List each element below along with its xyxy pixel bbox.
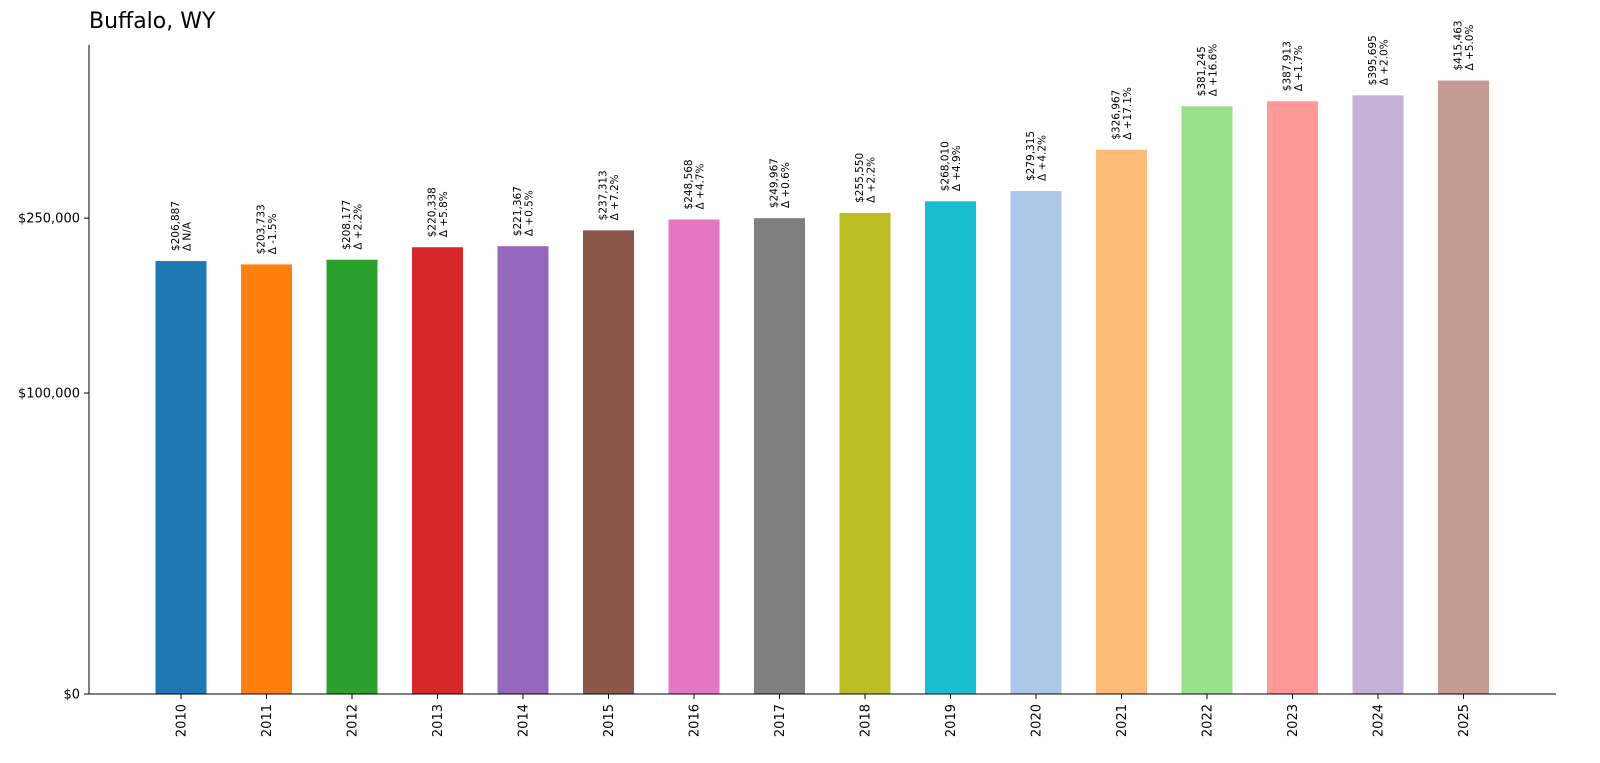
chart-title: Buffalo, WY bbox=[89, 9, 216, 34]
bar-value-label: $208,177 bbox=[341, 200, 353, 250]
bar-value-label: $203,733 bbox=[256, 204, 268, 254]
bar-change-label: Δ +2.2% bbox=[353, 204, 365, 250]
bar-value-label: $395,695 bbox=[1367, 35, 1379, 85]
bar-value-label: $279,315 bbox=[1025, 131, 1037, 181]
bar-annotation: $279,315 Δ +4.2% bbox=[1025, 131, 1049, 181]
x-tick-label: 2017 bbox=[773, 704, 788, 737]
bar-annotation: $249,967 Δ +0.6% bbox=[769, 158, 793, 208]
bar-2014 bbox=[497, 246, 549, 694]
bar-2011 bbox=[241, 264, 292, 694]
bar-value-label: $381,245 bbox=[1196, 46, 1208, 96]
bar-change-label: Δ +1.7% bbox=[1293, 45, 1305, 91]
x-tick-label: 2020 bbox=[1030, 704, 1045, 737]
bar-annotation: $208,177 Δ +2.2% bbox=[341, 200, 365, 250]
bar-2020 bbox=[1010, 191, 1062, 694]
bar-2013 bbox=[412, 247, 463, 694]
bar-value-labels: $206,887 Δ N/A $203,733 Δ -1.5% $208,177 Δ +2… bbox=[170, 20, 1476, 254]
bar-change-label: Δ +5.0% bbox=[1464, 25, 1476, 71]
x-tick-label: 2010 bbox=[175, 704, 190, 737]
bar-annotation: $255,550 Δ +2.2% bbox=[854, 153, 878, 203]
bar-change-label: Δ +4.7% bbox=[695, 163, 707, 209]
y-tick-label: $250,000 bbox=[18, 212, 80, 227]
x-tick-label: 2011 bbox=[260, 704, 275, 737]
bar-change-label: Δ +5.8% bbox=[438, 191, 450, 237]
bar-value-label: $415,463 bbox=[1453, 20, 1465, 70]
bar-annotation: $206,887 Δ N/A bbox=[170, 201, 194, 251]
bar-change-label: Δ +4.9% bbox=[951, 145, 963, 191]
bar-annotation: $395,695 Δ +2.0% bbox=[1367, 35, 1391, 85]
bar-2017 bbox=[754, 218, 805, 695]
x-tick-label: 2025 bbox=[1457, 704, 1472, 737]
bar-value-label: $387,913 bbox=[1282, 41, 1294, 91]
bar-change-label: Δ +0.6% bbox=[780, 162, 792, 208]
y-axis: $0 $100,000 $250,000 bbox=[18, 45, 90, 703]
bar-2015 bbox=[583, 230, 634, 694]
bar-value-label: $221,367 bbox=[512, 186, 524, 236]
bar-value-label: $249,967 bbox=[769, 158, 781, 208]
x-axis: 2010 2011 2012 2013 2014 2015 2016 2017 2018 2019… bbox=[89, 693, 1556, 737]
bar-annotation: $381,245 Δ +16.6% bbox=[1196, 44, 1220, 97]
bar-annotation: $415,463 Δ +5.0% bbox=[1453, 20, 1477, 70]
x-tick-label: 2012 bbox=[346, 704, 361, 737]
bar-2010 bbox=[155, 261, 207, 694]
bar-2022 bbox=[1181, 106, 1233, 694]
bar-annotation: $237,313 Δ +7.2% bbox=[598, 170, 622, 220]
bar-annotation: $326,967 Δ +17.1% bbox=[1111, 87, 1135, 140]
x-tick-label: 2019 bbox=[944, 704, 959, 737]
y-tick-label: $0 bbox=[63, 688, 80, 703]
x-tick-label: 2015 bbox=[602, 704, 617, 737]
bar-value-label: $268,010 bbox=[940, 141, 952, 191]
bar-2025 bbox=[1438, 80, 1489, 695]
bar-change-label: Δ -1.5% bbox=[267, 213, 279, 254]
bar-change-label: Δ +17.1% bbox=[1122, 87, 1134, 140]
x-tick-label: 2021 bbox=[1115, 704, 1130, 737]
bar-annotation: $387,913 Δ +1.7% bbox=[1282, 41, 1306, 91]
bar-annotation: $268,010 Δ +4.9% bbox=[940, 141, 964, 191]
bars-layer bbox=[155, 80, 1489, 695]
bar-change-label: Δ N/A bbox=[182, 221, 194, 251]
bar-2016 bbox=[668, 219, 720, 694]
bar-value-label: $237,313 bbox=[598, 170, 610, 220]
y-tick-label: $100,000 bbox=[18, 387, 80, 402]
bar-change-label: Δ +0.5% bbox=[524, 190, 536, 236]
x-tick-label: 2023 bbox=[1286, 704, 1301, 737]
bar-value-label: $255,550 bbox=[854, 153, 866, 203]
x-tick-label: 2018 bbox=[859, 704, 874, 737]
bar-2024 bbox=[1352, 95, 1404, 695]
bar-value-label: $326,967 bbox=[1111, 90, 1123, 140]
x-tick-label: 2024 bbox=[1372, 704, 1387, 737]
bar-change-label: Δ +2.0% bbox=[1379, 39, 1391, 85]
bar-2021 bbox=[1096, 149, 1147, 695]
bar-2019 bbox=[925, 201, 976, 694]
bar-change-label: Δ +16.6% bbox=[1208, 44, 1220, 97]
bar-annotation: $220,338 Δ +5.8% bbox=[427, 187, 451, 237]
bar-value-label: $206,887 bbox=[170, 201, 182, 251]
bar-2012 bbox=[326, 259, 378, 694]
bar-value-label: $248,568 bbox=[683, 159, 695, 209]
x-tick-label: 2016 bbox=[688, 704, 703, 737]
bar-annotation: $203,733 Δ -1.5% bbox=[256, 204, 280, 254]
bar-2018 bbox=[839, 212, 891, 694]
bar-change-label: Δ +7.2% bbox=[609, 174, 621, 220]
bar-value-label: $220,338 bbox=[427, 187, 439, 237]
bar-annotation: $248,568 Δ +4.7% bbox=[683, 159, 707, 209]
x-tick-label: 2014 bbox=[517, 704, 532, 737]
x-tick-label: 2022 bbox=[1201, 704, 1216, 737]
bar-change-label: Δ +2.2% bbox=[866, 157, 878, 203]
bar-annotation: $221,367 Δ +0.5% bbox=[512, 186, 536, 236]
x-tick-label: 2013 bbox=[431, 704, 446, 737]
bar-change-label: Δ +4.2% bbox=[1037, 135, 1049, 181]
bar-2023 bbox=[1267, 101, 1318, 694]
